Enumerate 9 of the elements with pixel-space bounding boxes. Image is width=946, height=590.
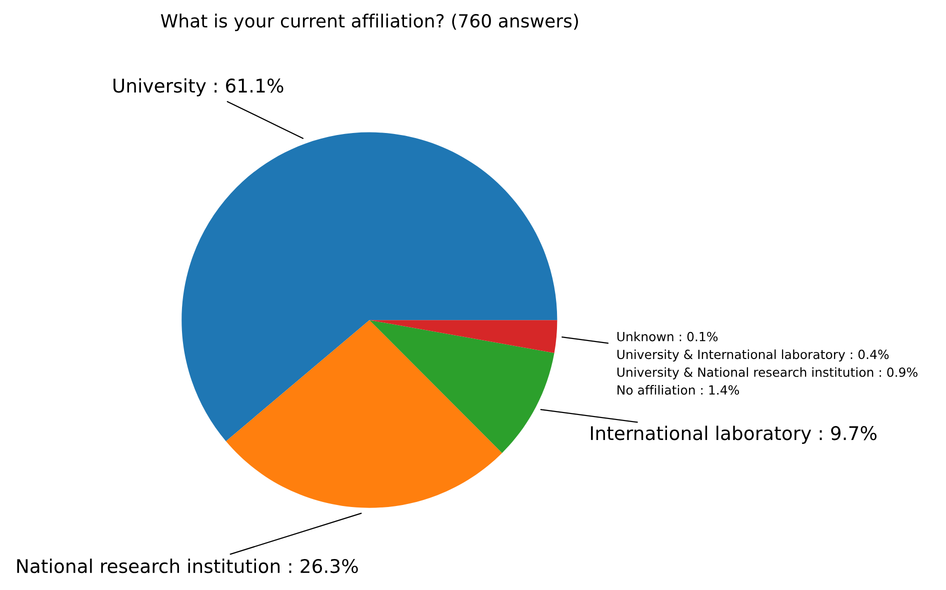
chart-title: What is your current affiliation? (760 answers) (160, 14, 578, 32)
pie-slice (369, 320, 558, 353)
pie-slice (226, 320, 502, 508)
slice-label: University : 61.1% (114, 78, 284, 96)
pie-slice (182, 132, 558, 442)
slice-label: International laboratory : 9.7% (590, 426, 877, 444)
slice-label: National research institution : 26.3% (17, 558, 358, 574)
pie-slice (369, 320, 554, 453)
slice-label: Unknown : 0.1% University & International laboratory : 0.4% University & National research institution : 0.9% No affiliation : 1.4% (617, 332, 918, 395)
